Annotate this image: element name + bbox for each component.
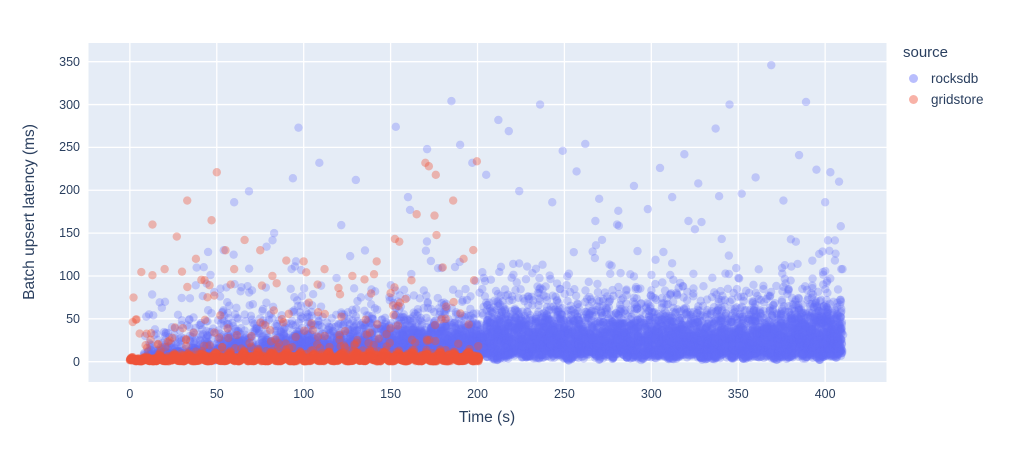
- x-axis-title: Time (s): [458, 409, 516, 426]
- y-tick-label: 250: [59, 140, 80, 155]
- gridstore-marker-icon: [909, 95, 918, 104]
- legend-item-gridstore[interactable]: gridstore: [903, 89, 1021, 110]
- legend-label-gridstore: gridstore: [931, 92, 984, 107]
- x-tick-label: 250: [553, 387, 575, 401]
- x-tick-label: 200: [467, 387, 488, 401]
- rocksdb-marker-icon: [909, 74, 918, 83]
- x-tick-label: 150: [380, 387, 402, 401]
- y-tick-label: 350: [59, 54, 80, 69]
- x-tick-label: 100: [293, 387, 315, 401]
- x-tick-label: 300: [640, 387, 662, 401]
- legend-label-rocksdb: rocksdb: [931, 71, 979, 86]
- y-axis-title: Batch upsert latency (ms): [21, 124, 38, 300]
- legend-item-rocksdb[interactable]: rocksdb: [903, 68, 1021, 89]
- x-tick-label: 0: [126, 387, 134, 401]
- x-tick-label: 50: [209, 387, 224, 401]
- y-tick-label: 300: [59, 97, 80, 112]
- y-tick-label: 50: [66, 311, 80, 326]
- y-tick-label: 150: [59, 226, 80, 241]
- x-tick-label: 350: [727, 387, 749, 401]
- y-tick-label: 200: [59, 183, 80, 198]
- legend: source rocksdb gridstore: [903, 44, 1021, 110]
- legend-title: source: [903, 44, 949, 61]
- x-tick-label: 400: [814, 387, 836, 401]
- y-tick-label: 100: [59, 268, 80, 283]
- y-tick-label: 0: [73, 354, 80, 369]
